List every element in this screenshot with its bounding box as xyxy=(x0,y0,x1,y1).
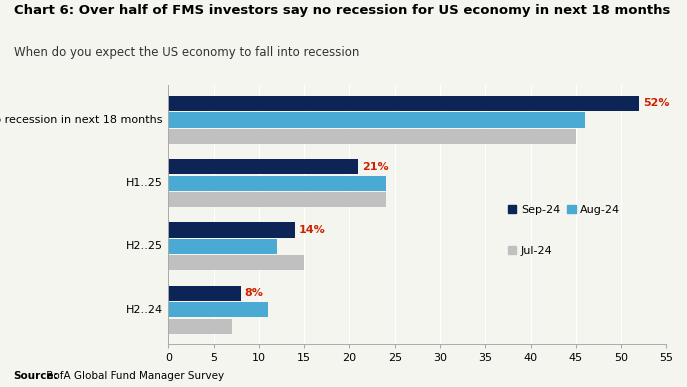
Legend: Jul-24: Jul-24 xyxy=(508,246,552,256)
Bar xyxy=(168,319,232,334)
Bar xyxy=(168,96,639,111)
Bar xyxy=(168,286,240,301)
Text: BofA Global Fund Manager Survey: BofA Global Fund Manager Survey xyxy=(43,371,225,381)
Bar xyxy=(168,176,385,191)
Bar xyxy=(168,159,359,174)
Bar xyxy=(168,239,277,254)
Bar xyxy=(168,112,585,127)
Text: 52%: 52% xyxy=(643,98,669,108)
Bar xyxy=(168,302,268,317)
Text: Source:: Source: xyxy=(14,371,58,381)
Bar xyxy=(168,223,295,238)
Bar xyxy=(168,192,385,207)
Text: 21%: 21% xyxy=(362,162,389,172)
Text: Chart 6: Over half of FMS investors say no recession for US economy in next 18 m: Chart 6: Over half of FMS investors say … xyxy=(14,4,670,17)
Bar xyxy=(168,129,576,144)
Bar xyxy=(168,255,304,271)
Text: 8%: 8% xyxy=(245,288,263,298)
Text: 14%: 14% xyxy=(299,225,326,235)
Text: When do you expect the US economy to fall into recession: When do you expect the US economy to fal… xyxy=(14,46,359,60)
